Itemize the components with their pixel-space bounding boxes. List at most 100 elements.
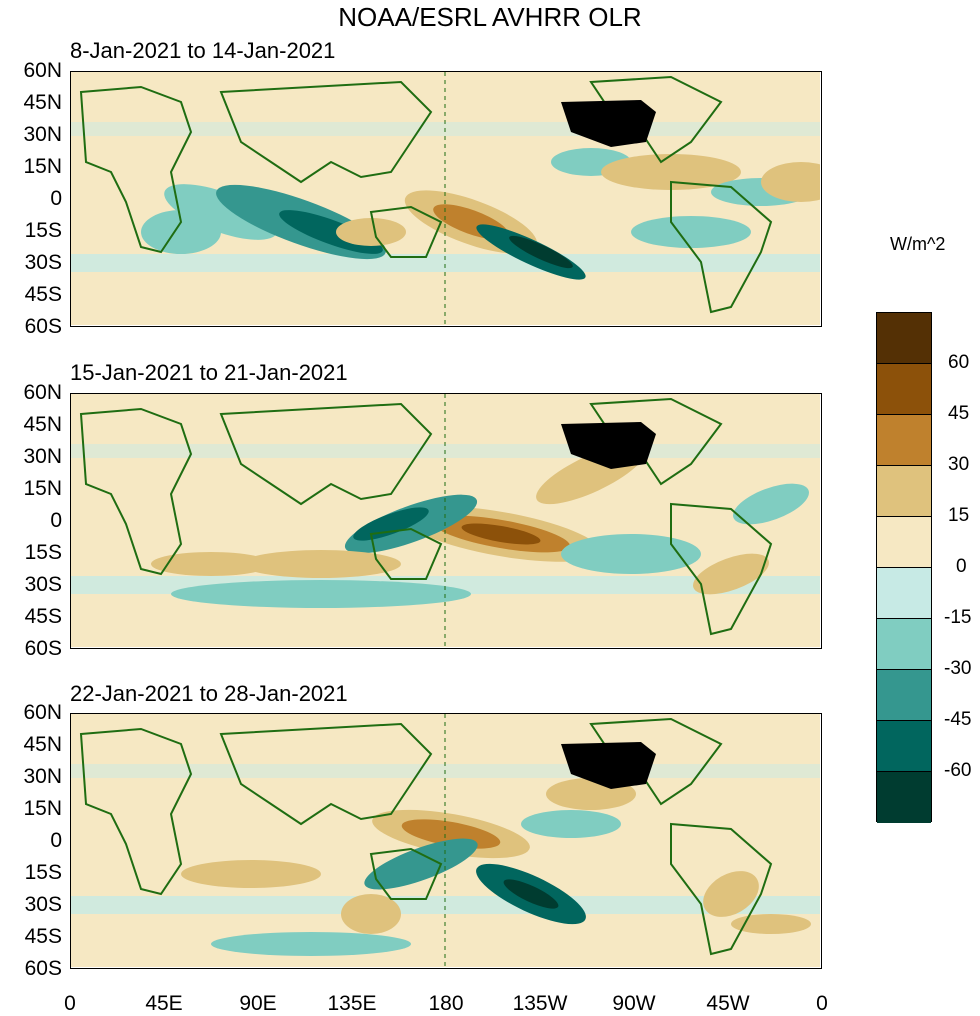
colorbar-swatch [877, 364, 931, 415]
lon-tick-label: 90E [239, 992, 277, 1015]
coastline [369, 847, 443, 900]
lat-tick-label: 45N [23, 413, 62, 436]
colorbar [876, 312, 932, 823]
lat-tick-label: 60S [24, 957, 62, 980]
lon-tick-label: 0 [816, 992, 828, 1015]
usa-region [561, 422, 656, 469]
coastline [670, 502, 773, 636]
lat-tick-label: 60N [23, 701, 62, 724]
lat-tick-label: 60N [23, 59, 62, 82]
olr-anomaly-blob [336, 218, 406, 246]
usa-region [561, 742, 656, 789]
lat-tick-label: 45S [24, 605, 62, 628]
lat-tick-label: 30S [24, 573, 62, 596]
coastline [219, 80, 433, 184]
colorbar-swatch [877, 772, 931, 823]
olr-anomaly-blob [141, 210, 221, 254]
coastline [369, 527, 443, 580]
coastline [79, 727, 193, 896]
olr-anomaly-blob [601, 154, 741, 190]
olr-map-2 [70, 393, 822, 649]
olr-anomaly-blob [341, 894, 401, 934]
lon-tick-label: 90W [612, 992, 656, 1015]
olr-anomaly-field [71, 72, 820, 325]
colorbar-label: -30 [944, 658, 972, 679]
olr-anomaly-field [71, 714, 820, 967]
olr-anomaly-blob [164, 184, 278, 240]
olr-anomaly-blob [151, 552, 271, 576]
lat-tick-label: 15S [24, 861, 62, 884]
olr-anomaly-field [71, 394, 820, 647]
olr-anomaly-blob [703, 871, 759, 917]
lon-tick-label: 135W [512, 992, 568, 1015]
lat-tick-label: 60N [23, 381, 62, 404]
coastline [219, 402, 433, 506]
lat-tick-label: 60S [24, 637, 62, 660]
colorbar-units: W/m^2 [890, 234, 946, 254]
olr-anomaly-blob [171, 580, 471, 608]
lat-tick-label: 60S [24, 315, 62, 338]
panel-date-range: 8-Jan-2021 to 14-Jan-2021 [70, 38, 336, 63]
lat-tick-label: 15N [23, 797, 62, 820]
olr-anomaly-blob [509, 235, 573, 269]
olr-anomaly-blob [561, 534, 701, 574]
lat-tick-label: 0 [50, 509, 62, 532]
lat-tick-label: 30N [23, 765, 62, 788]
coastline [369, 205, 443, 258]
colorbar-label: -60 [944, 760, 972, 781]
colorbar-label: -15 [944, 607, 972, 628]
olr-anomaly-blob [693, 553, 769, 595]
olr-anomaly-blob [364, 838, 478, 890]
colorbar-swatch [877, 517, 931, 568]
panel-date-range: 22-Jan-2021 to 28-Jan-2021 [70, 681, 348, 706]
lat-tick-label: 15N [23, 155, 62, 178]
colorbar-swatch [877, 619, 931, 670]
olr-anomaly-blob [521, 810, 621, 838]
colorbar-label: -45 [944, 709, 972, 730]
panel-date-range: 15-Jan-2021 to 21-Jan-2021 [70, 360, 348, 385]
lat-tick-label: 45S [24, 925, 62, 948]
lon-tick-label: 180 [428, 992, 464, 1015]
lat-tick-label: 30S [24, 251, 62, 274]
band-field [71, 254, 820, 272]
lat-tick-label: 0 [50, 829, 62, 852]
lat-tick-label: 15N [23, 477, 62, 500]
olr-anomaly-blob [241, 550, 401, 578]
olr-anomaly-blob [353, 507, 429, 541]
olr-anomaly-blob [761, 162, 820, 202]
coastline [219, 722, 433, 826]
colorbar-label: 30 [948, 454, 970, 475]
lat-tick-label: 45N [23, 733, 62, 756]
colorbar-swatch [877, 313, 931, 364]
colorbar-label: 45 [948, 403, 970, 424]
colorbar-swatch [877, 415, 931, 466]
usa-region [561, 100, 656, 147]
lat-tick-label: 30S [24, 893, 62, 916]
colorbar-label: 60 [948, 352, 970, 373]
olr-anomaly-blob [503, 879, 559, 909]
lon-tick-label: 45E [145, 992, 183, 1015]
colorbar-label: 0 [956, 556, 967, 577]
olr-map-3 [70, 713, 822, 969]
olr-anomaly-blob [461, 523, 541, 545]
lat-tick-label: 15S [24, 219, 62, 242]
lat-tick-label: 0 [50, 187, 62, 210]
figure-title: NOAA/ESRL AVHRR OLR [338, 2, 642, 32]
lat-tick-label: 30N [23, 445, 62, 468]
colorbar-swatch [877, 568, 931, 619]
lon-tick-label: 45W [706, 992, 750, 1015]
olr-anomaly-blob [181, 860, 321, 888]
colorbar-swatch [877, 466, 931, 517]
colorbar-swatch [877, 721, 931, 772]
lon-tick-label: 135E [327, 992, 377, 1015]
coastline [79, 85, 193, 254]
lon-tick-label: 0 [64, 992, 76, 1015]
olr-anomaly-blob [211, 932, 411, 956]
colorbar-label: 15 [948, 505, 970, 526]
coastline [670, 180, 773, 314]
lat-tick-label: 30N [23, 123, 62, 146]
coastline [79, 407, 193, 576]
colorbar-swatch [877, 670, 931, 721]
band-field [71, 896, 820, 914]
lat-tick-label: 45S [24, 283, 62, 306]
